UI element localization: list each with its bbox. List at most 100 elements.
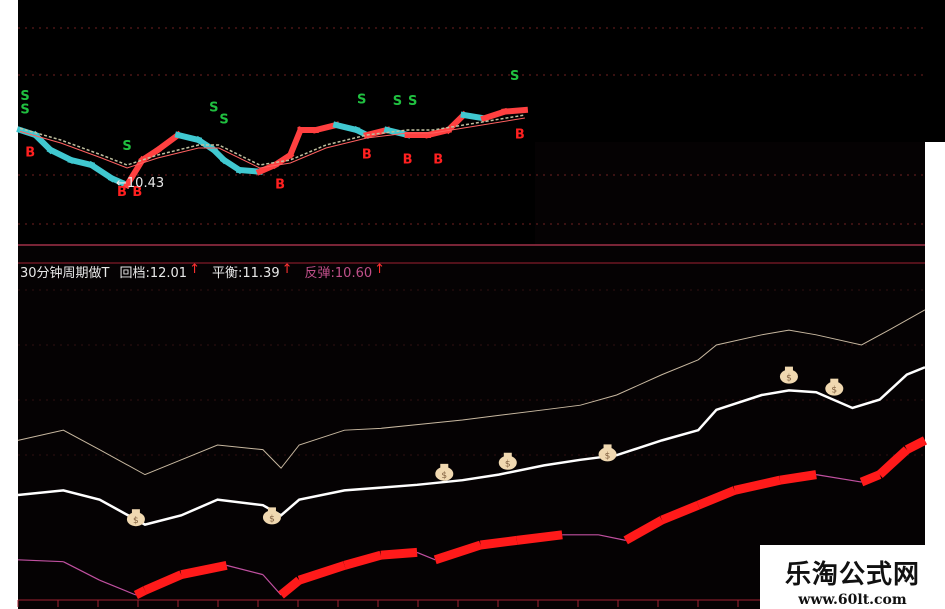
indicator-legend: 30分钟周期做T 回档:12.01 ↑ 平衡:11.39 ↑ 反弹:10.60 … bbox=[20, 262, 397, 281]
price-bar-segment bbox=[236, 166, 263, 175]
money-bag-icon-symbol: $ bbox=[786, 374, 792, 384]
buy-signal: B bbox=[403, 152, 413, 167]
money-bag-icon bbox=[779, 369, 798, 384]
watermark-title: 乐淘公式网 bbox=[784, 560, 920, 590]
legend-item-balance: 平衡:11.39 bbox=[212, 266, 280, 281]
rebound-line-segment bbox=[660, 501, 700, 525]
sell-signal: S bbox=[219, 112, 228, 127]
rebound-line-segment bbox=[779, 470, 817, 485]
money-bag-icon bbox=[126, 512, 145, 527]
indicator-panel-bg bbox=[18, 245, 925, 545]
sell-signal: S bbox=[20, 102, 29, 117]
buy-signal: B bbox=[132, 185, 142, 200]
money-bag-icon-symbol: $ bbox=[831, 386, 837, 396]
rebound-line-segment bbox=[99, 579, 137, 596]
sell-signal: S bbox=[357, 92, 366, 107]
balance-line bbox=[17, 366, 926, 526]
sell-signal: S bbox=[209, 101, 218, 116]
legend-item-rebound: 反弹:10.60 bbox=[304, 266, 373, 281]
sell-signal: S bbox=[122, 139, 131, 154]
left-arrow-icon: ← bbox=[116, 176, 127, 191]
money-bag-icon bbox=[435, 466, 454, 481]
watermark: 乐淘公式网 www.60lt.com bbox=[760, 548, 945, 609]
rebound-line-segment bbox=[904, 436, 928, 454]
price-bar-segment bbox=[332, 121, 361, 134]
sell-signal: S bbox=[408, 94, 417, 109]
price-panel-bg-right bbox=[535, 0, 945, 142]
money-bag-icon bbox=[825, 381, 844, 396]
rebound-line-segment bbox=[876, 446, 910, 478]
rebound-line-segment bbox=[226, 564, 264, 576]
price-bar-segment bbox=[174, 131, 203, 144]
money-bag-icon-symbol: $ bbox=[133, 516, 139, 526]
money-bag-icon bbox=[498, 455, 517, 470]
price-bar-segment bbox=[383, 126, 412, 139]
price-panel-bg-lower bbox=[535, 142, 925, 245]
up-arrow-icon: ↑ bbox=[281, 262, 293, 277]
rebound-line-segment bbox=[343, 550, 383, 570]
price-bar-segment bbox=[501, 106, 529, 115]
buy-signal: B bbox=[117, 185, 127, 200]
price-bar-segment bbox=[460, 111, 488, 122]
price-bar-segment bbox=[67, 156, 96, 169]
rebound-line-segment bbox=[63, 561, 100, 581]
rebound-line-segment bbox=[859, 470, 882, 487]
moving-average-line-2 bbox=[19, 117, 525, 169]
money-bag-icon-neck bbox=[503, 452, 512, 457]
sell-signal: S bbox=[20, 89, 29, 104]
money-bag-icon bbox=[598, 447, 617, 462]
rebound-line-segment bbox=[733, 475, 781, 495]
price-bar-segment bbox=[363, 126, 391, 139]
money-bag-icon-neck bbox=[603, 444, 612, 449]
rebound-line-segment bbox=[17, 559, 64, 563]
money-bag-icon-neck bbox=[267, 507, 276, 512]
low-price-label: ←10.43 bbox=[116, 176, 165, 191]
price-bar-segment bbox=[46, 145, 76, 165]
buy-signal: B bbox=[25, 146, 35, 161]
up-arrow-icon: ↑ bbox=[189, 262, 200, 277]
buy-signal: B bbox=[433, 152, 443, 167]
rebound-line-segment bbox=[696, 486, 737, 510]
price-bar-segment bbox=[312, 121, 340, 134]
rebound-line-segment bbox=[416, 551, 436, 561]
rebound-line-segment bbox=[623, 516, 665, 545]
money-bag-icon-neck bbox=[784, 366, 793, 371]
money-bag-icon-neck bbox=[131, 509, 140, 514]
money-bag-icon-neck bbox=[440, 463, 449, 468]
money-bag-icon-symbol: $ bbox=[505, 460, 511, 470]
rebound-line-segment bbox=[180, 560, 228, 580]
money-bag-icon-symbol: $ bbox=[441, 471, 447, 481]
rebound-line-segment bbox=[433, 540, 482, 565]
rebound-line-segment bbox=[380, 547, 418, 560]
indicator-title: 30分钟周期做T bbox=[20, 266, 110, 281]
rebound-line-segment bbox=[598, 534, 626, 541]
up-arrow-icon: ↑ bbox=[374, 262, 386, 277]
price-panel-bg bbox=[18, 0, 535, 245]
money-bag-icon bbox=[262, 510, 281, 525]
rebound-line-segment bbox=[278, 576, 303, 599]
price-bar-segment bbox=[153, 130, 183, 155]
sell-signal: S bbox=[393, 94, 402, 109]
buy-signal: B bbox=[275, 177, 285, 192]
sell-signal: S bbox=[510, 69, 519, 84]
rebound-line-segment bbox=[480, 535, 518, 550]
buy-signal: B bbox=[515, 127, 525, 142]
rebound-line-segment bbox=[143, 570, 184, 595]
rebound-line-segment bbox=[262, 574, 282, 596]
money-bag-icon-symbol: $ bbox=[269, 514, 275, 524]
money-bag-icon-neck bbox=[830, 378, 839, 383]
pullback-line bbox=[17, 309, 926, 476]
rebound-line-segment bbox=[297, 561, 346, 585]
rebound-line-segment bbox=[133, 586, 148, 600]
price-bar-segment bbox=[286, 126, 305, 159]
buy-signal: B bbox=[362, 147, 372, 162]
price-bar-segment bbox=[480, 107, 509, 123]
legend-item-pullback: 回档:12.01 bbox=[119, 266, 188, 281]
price-bar-segment bbox=[31, 130, 55, 155]
moving-average-line bbox=[19, 114, 526, 166]
rebound-line-segment bbox=[816, 474, 862, 483]
rebound-line-segment bbox=[516, 530, 563, 545]
price-bar-segment bbox=[138, 145, 162, 165]
